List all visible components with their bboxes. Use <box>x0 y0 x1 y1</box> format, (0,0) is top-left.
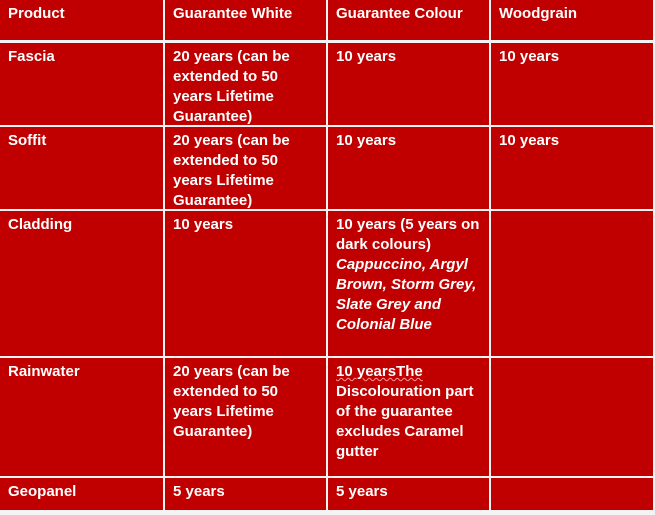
cell-product: Fascia <box>0 43 163 125</box>
cell-woodgrain <box>491 358 653 476</box>
cell-woodgrain <box>491 478 653 510</box>
cell-white: 5 years <box>165 478 326 510</box>
cell-colour: 10 years (5 years on dark colours) Cappu… <box>328 211 489 356</box>
cell-white: 20 years (can be extended to 50 years Li… <box>165 358 326 476</box>
cell-product: Soffit <box>0 127 163 209</box>
dark-colours-list: Cappuccino, Argyl Brown, Storm Grey, <box>336 256 477 293</box>
cell-white: 10 years <box>165 211 326 356</box>
colour-text: Discolouration part of the guarantee exc… <box>336 383 474 460</box>
cell-colour: 5 years <box>328 478 489 510</box>
dark-colours-list-2: Slate Grey and Colonial Blue <box>336 296 442 333</box>
cell-colour: 10 years <box>328 127 489 209</box>
cell-product: Rainwater <box>0 358 163 476</box>
cell-colour: 10 yearsThe Discolouration part of the g… <box>328 358 489 476</box>
cell-colour: 10 years <box>328 43 489 125</box>
cell-woodgrain: 10 years <box>491 127 653 209</box>
cell-white: 20 years (can be extended to 50 years Li… <box>165 43 326 125</box>
cell-product: Geopanel <box>0 478 163 510</box>
misspelt-text: 10 yearsThe <box>336 363 423 380</box>
cell-white: 20 years (can be extended to 50 years Li… <box>165 127 326 209</box>
colour-text: 10 years (5 years on dark colours) <box>336 216 480 253</box>
header-guarantee-white: Guarantee White <box>165 0 326 40</box>
header-product: Product <box>0 0 163 40</box>
cell-woodgrain: 10 years <box>491 43 653 125</box>
cell-woodgrain <box>491 211 653 356</box>
header-woodgrain: Woodgrain <box>491 0 653 40</box>
cell-product: Cladding <box>0 211 163 356</box>
header-guarantee-colour: Guarantee Colour <box>328 0 489 40</box>
